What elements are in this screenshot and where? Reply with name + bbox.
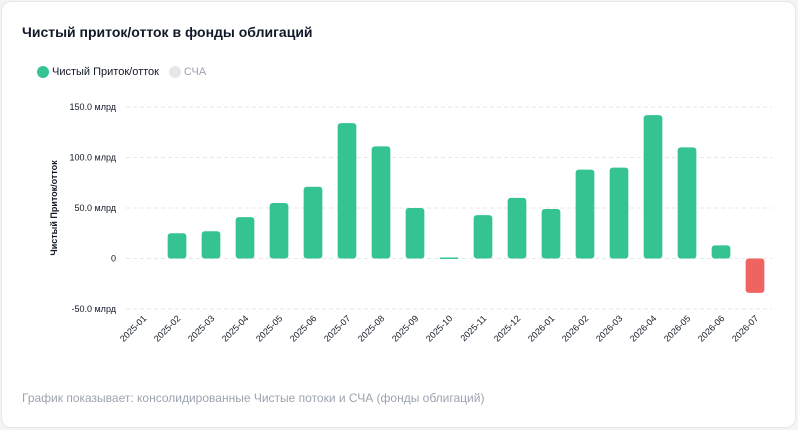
- x-tick-label: 2026-05: [662, 313, 692, 343]
- bar: [745, 258, 765, 293]
- x-tick-label: 2025-07: [322, 313, 352, 343]
- x-tick-label: 2025-12: [492, 313, 522, 343]
- legend-item-net-flow[interactable]: Чистый Приток/отток: [37, 66, 159, 78]
- bar: [575, 169, 595, 259]
- bar: [405, 208, 425, 259]
- x-tick-label: 2025-10: [424, 313, 454, 343]
- x-tick-label: 2026-01: [526, 313, 556, 343]
- x-tick-label: 2026-04: [628, 313, 658, 343]
- legend-dot-icon: [37, 66, 49, 78]
- bar-chart: 150.0 млрд 100.0 млрд 50.0 млрд 0 -50.0 млрд…: [49, 102, 772, 344]
- x-tick-label: 2025-02: [152, 313, 182, 343]
- y-tick-label: 50.0 млрд: [74, 203, 116, 213]
- x-tick-label: 2026-03: [594, 313, 624, 343]
- bar: [337, 123, 357, 259]
- legend-label: СЧА: [183, 66, 207, 78]
- x-tick-label: 2026-07: [730, 313, 760, 343]
- x-tick-label: 2025-11: [458, 313, 488, 343]
- legend-item-aum[interactable]: СЧА: [168, 66, 207, 78]
- x-tick-label: 2025-04: [220, 313, 250, 343]
- bar: [167, 233, 187, 259]
- bar: [269, 202, 289, 259]
- chart-title: Чистый приток/отток в фонды облигаций: [22, 24, 313, 40]
- x-tick-label: 2025-05: [254, 313, 284, 343]
- bar: [473, 215, 493, 259]
- bar: [201, 231, 221, 259]
- bar: [609, 167, 629, 259]
- y-axis-label: Чистый Приток/отток: [49, 160, 59, 256]
- x-tick-label: 2025-03: [186, 313, 216, 343]
- bar: [439, 257, 459, 259]
- x-tick-label: 2026-02: [560, 313, 590, 343]
- bar: [235, 217, 255, 259]
- y-tick-label: -50.0 млрд: [71, 304, 116, 314]
- bar: [371, 146, 391, 259]
- x-tick-label: 2025-06: [288, 313, 318, 343]
- bar: [303, 186, 323, 259]
- legend-label: Чистый Приток/отток: [52, 66, 159, 78]
- x-tick-label: 2025-01: [118, 313, 148, 343]
- y-tick-label: 150.0 млрд: [69, 102, 116, 112]
- x-tick-label: 2025-09: [390, 313, 420, 343]
- chart-legend: Чистый Приток/отток СЧА: [37, 66, 216, 78]
- y-tick-label: 100.0 млрд: [69, 153, 116, 163]
- y-tick-label: 0: [111, 254, 116, 264]
- bar: [677, 147, 697, 259]
- x-tick-label: 2026-06: [696, 313, 726, 343]
- legend-dot-icon: [168, 66, 181, 78]
- x-tick-label: 2025-08: [356, 313, 386, 343]
- bar: [711, 245, 731, 259]
- bar: [643, 115, 663, 259]
- bar: [541, 209, 561, 259]
- bar: [507, 197, 527, 259]
- chart-footnote: График показывает: консолидированные Чис…: [22, 391, 485, 405]
